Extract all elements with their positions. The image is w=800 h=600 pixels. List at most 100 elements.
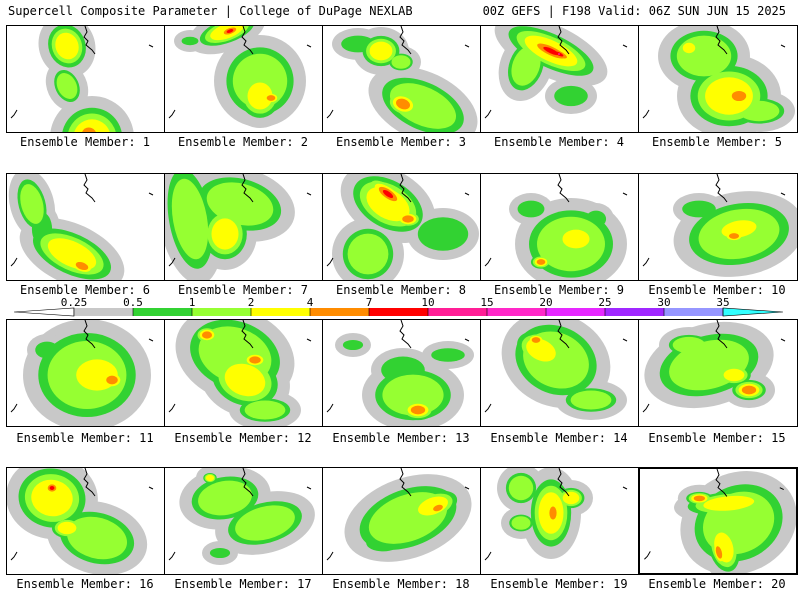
contour-level-3	[211, 218, 239, 250]
scp-contour	[31, 479, 73, 517]
scp-contour	[341, 35, 375, 53]
scp-contour	[531, 337, 541, 343]
island-outline	[464, 486, 470, 490]
island-outline	[148, 44, 154, 48]
colorbar-swatch	[192, 308, 251, 316]
ensemble-panel-1[interactable]	[6, 25, 166, 133]
chart-title: Supercell Composite Parameter | College …	[8, 4, 413, 18]
contour-level-4	[531, 337, 541, 343]
color-legend: 0.25 0.5 1 2 4 7 10 15 20 25 30 35	[14, 298, 788, 320]
scp-contour	[431, 348, 465, 362]
colorbar-swatch	[546, 308, 605, 316]
ensemble-panel-12[interactable]	[164, 319, 324, 427]
contour-level-3	[205, 474, 215, 482]
ensemble-panel-20[interactable]	[638, 467, 798, 575]
ensemble-panel-11[interactable]	[6, 319, 166, 427]
colorbar-swatch	[428, 308, 487, 316]
coastline	[399, 26, 412, 55]
scp-contour	[66, 516, 128, 560]
scp-contour	[247, 82, 273, 110]
scp-contour	[554, 85, 588, 107]
scp-contour	[703, 495, 755, 511]
scp-contour	[682, 42, 696, 54]
scp-contour	[508, 475, 534, 501]
ensemble-panel-8[interactable]	[322, 173, 482, 281]
ensemble-panel-19[interactable]	[480, 467, 640, 575]
scp-contour	[672, 336, 706, 354]
scp-contour	[81, 127, 97, 132]
member-label: Ensemble Member: 1	[19, 135, 151, 149]
scp-contour	[723, 368, 745, 382]
member-label: Ensemble Member: 20	[648, 577, 786, 591]
member-label: Ensemble Member: 11	[16, 431, 154, 445]
member-label: Ensemble Member: 8	[335, 283, 467, 297]
colorbar-tick-label: 35	[716, 298, 729, 309]
scp-contour	[682, 200, 716, 218]
ensemble-panel-3[interactable]	[322, 25, 482, 133]
contour-level-4	[728, 233, 740, 239]
coastline	[715, 26, 728, 55]
scp-contour	[382, 190, 394, 198]
ensemble-panel-10[interactable]	[638, 173, 798, 281]
scp-contour	[402, 215, 414, 223]
ensemble-panel-16[interactable]	[6, 467, 166, 575]
contour-level-5	[226, 29, 234, 33]
member-label: Ensemble Member: 12	[174, 431, 312, 445]
colorbar-swatch	[74, 308, 133, 316]
ensemble-panel-2[interactable]	[164, 25, 324, 133]
scp-contour	[676, 35, 732, 77]
scp-contour	[715, 546, 723, 559]
scp-contour	[511, 516, 531, 530]
ensemble-panel-13[interactable]	[322, 319, 482, 427]
scp-contour	[211, 218, 239, 250]
member-label: Ensemble Member: 14	[490, 431, 628, 445]
scp-contour	[347, 233, 389, 275]
colorbar-tick-label: 0.25	[61, 298, 88, 309]
ensemble-panel-14[interactable]	[480, 319, 640, 427]
scp-contour	[536, 259, 546, 265]
coastline	[557, 468, 570, 497]
colorbar-swatch	[487, 308, 546, 316]
scp-map	[8, 174, 154, 280]
colorbar-tick-label: 10	[421, 298, 434, 309]
ensemble-panel-9[interactable]	[480, 173, 640, 281]
scp-contour	[570, 390, 612, 410]
contour-level-4	[201, 331, 261, 364]
ensemble-panel-18[interactable]	[322, 467, 482, 575]
scp-contour	[249, 356, 261, 364]
scp-contour	[244, 400, 286, 420]
member-label: Ensemble Member: 4	[493, 135, 625, 149]
island-outline	[464, 44, 470, 48]
member-label: Ensemble Member: 9	[493, 283, 625, 297]
contour-level-4	[741, 385, 757, 395]
member-label: Ensemble Member: 18	[332, 577, 470, 591]
island-outline	[306, 44, 312, 48]
scp-contour	[511, 46, 541, 86]
ensemble-panel-6[interactable]	[6, 173, 166, 281]
scp-contour	[226, 29, 234, 33]
scp-contour	[181, 36, 199, 46]
scp-contour	[433, 504, 443, 512]
scp-contour	[198, 480, 252, 516]
scp-map	[484, 174, 628, 280]
member-label: Ensemble Member: 17	[174, 577, 312, 591]
contour-level-4	[106, 375, 118, 385]
ensemble-panel-17[interactable]	[164, 467, 324, 575]
coastline	[642, 109, 650, 119]
island-outline	[306, 338, 312, 342]
ensemble-panel-4[interactable]	[480, 25, 640, 133]
scp-contour	[366, 186, 410, 222]
colorbar-swatch	[251, 308, 310, 316]
scp-map	[484, 320, 628, 420]
scp-contour	[20, 184, 44, 224]
colorbar-tick-label: 30	[657, 298, 670, 309]
coastline	[326, 109, 334, 119]
scp-map	[326, 26, 478, 132]
island-outline	[306, 192, 312, 196]
scp-contour	[517, 200, 545, 218]
ensemble-panel-7[interactable]	[164, 173, 324, 281]
scp-contour	[78, 124, 100, 132]
ensemble-panel-15[interactable]	[638, 319, 798, 427]
coastline	[326, 551, 334, 561]
ensemble-panel-5[interactable]	[638, 25, 798, 133]
